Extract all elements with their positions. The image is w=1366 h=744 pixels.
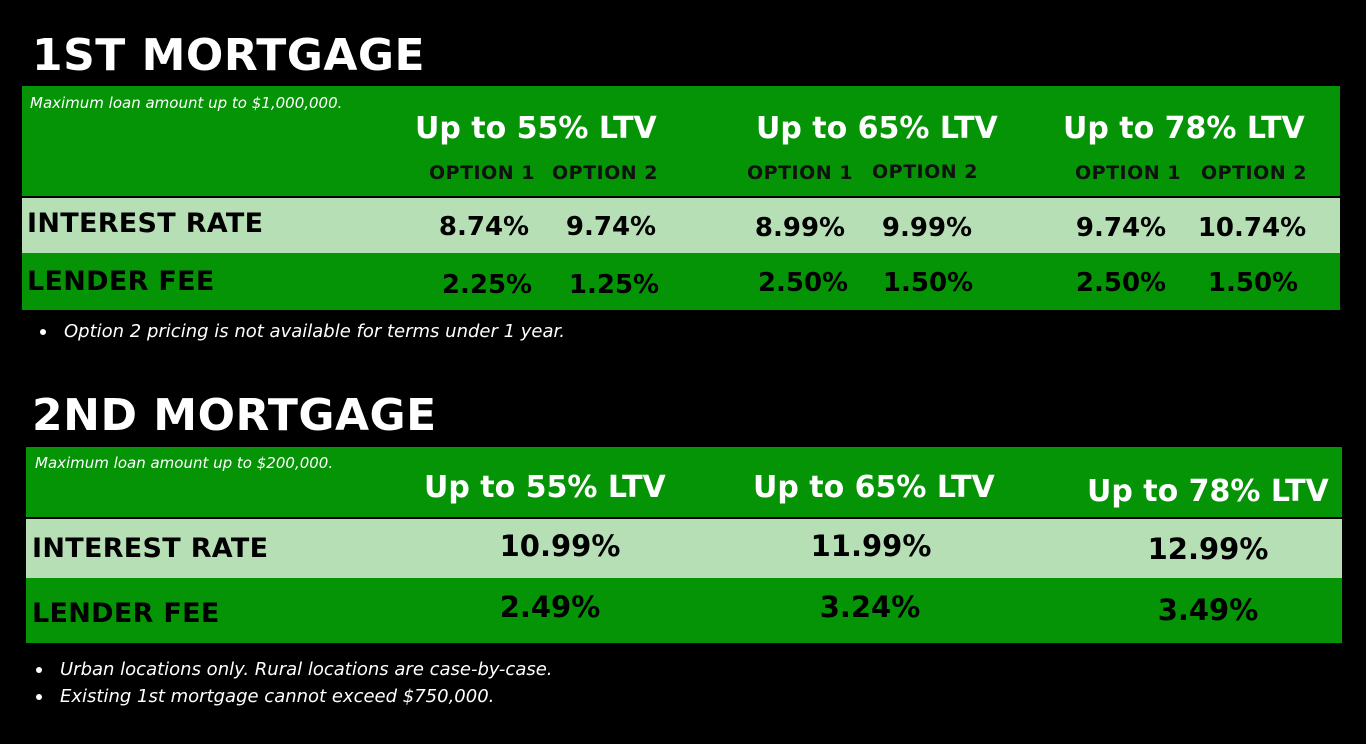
second-interest-55: 10.99% [499,529,621,563]
first-interest-78-opt2: 10.74% [1197,213,1307,243]
first-interest-55-opt1: 8.74% [438,212,530,242]
first-interest-78-opt1: 9.74% [1075,213,1167,243]
first-option1-label-55: OPTION 1 [429,162,535,184]
first-fee-65-opt2: 1.50% [882,268,974,298]
first-interest-65-opt2: 9.99% [881,213,973,243]
second-interest-65: 11.99% [810,529,932,563]
first-fee-78-opt2: 1.50% [1207,268,1299,298]
second-ltv-header-55: Up to 55% LTV [424,470,666,505]
second-mortgage-title: 2ND MORTGAGE [32,390,437,441]
first-option1-label-65: OPTION 1 [747,162,853,184]
first-notes-list: Option 2 pricing is not available for te… [34,318,565,345]
second-note-item: Existing 1st mortgage cannot exceed $750… [30,683,553,710]
first-fee-55-opt2: 1.25% [568,270,660,300]
first-ltv-header-78: Up to 78% LTV [1063,111,1305,146]
second-lender-fee-label: LENDER FEE [32,598,220,629]
first-option1-label-78: OPTION 1 [1075,162,1181,184]
first-interest-row [22,198,1340,253]
first-mortgage-table: Maximum loan amount up to $1,000,000. Up… [22,86,1340,310]
second-ltv-header-78: Up to 78% LTV [1087,474,1329,509]
second-max-loan-note: Maximum loan amount up to $200,000. [35,454,334,472]
first-option2-label-65: OPTION 2 [872,161,978,183]
second-notes-list: Urban locations only. Rural locations ar… [30,656,553,710]
second-interest-rate-label: INTEREST RATE [32,533,269,564]
second-fee-78: 3.49% [1157,593,1259,627]
first-lender-fee-label: LENDER FEE [27,266,215,297]
first-note-item: Option 2 pricing is not available for te… [34,318,565,345]
first-table-header [22,86,1340,196]
first-option2-label-78: OPTION 2 [1201,162,1307,184]
second-header-divider [26,517,1342,519]
second-interest-row [26,519,1342,578]
second-interest-78: 12.99% [1147,532,1269,566]
first-interest-65-opt1: 8.99% [754,213,846,243]
first-interest-rate-label: INTEREST RATE [27,208,264,239]
first-max-loan-note: Maximum loan amount up to $1,000,000. [30,94,343,112]
second-note-item: Urban locations only. Rural locations ar… [30,656,553,683]
second-table-header [26,447,1342,517]
first-header-divider [22,196,1340,198]
first-interest-55-opt2: 9.74% [565,212,657,242]
second-fee-row [26,578,1342,643]
first-fee-78-opt1: 2.50% [1075,268,1167,298]
second-fee-55: 2.49% [499,590,601,624]
first-ltv-header-55: Up to 55% LTV [415,111,657,146]
first-fee-65-opt1: 2.50% [757,268,849,298]
second-mortgage-table: Maximum loan amount up to $200,000. Up t… [26,447,1342,643]
second-fee-65: 3.24% [819,590,921,624]
first-fee-55-opt1: 2.25% [441,270,533,300]
first-fee-row [22,253,1340,310]
first-mortgage-title: 1ST MORTGAGE [32,30,426,81]
first-option2-label-55: OPTION 2 [552,162,658,184]
first-ltv-header-65: Up to 65% LTV [756,111,998,146]
second-ltv-header-65: Up to 65% LTV [753,470,995,505]
